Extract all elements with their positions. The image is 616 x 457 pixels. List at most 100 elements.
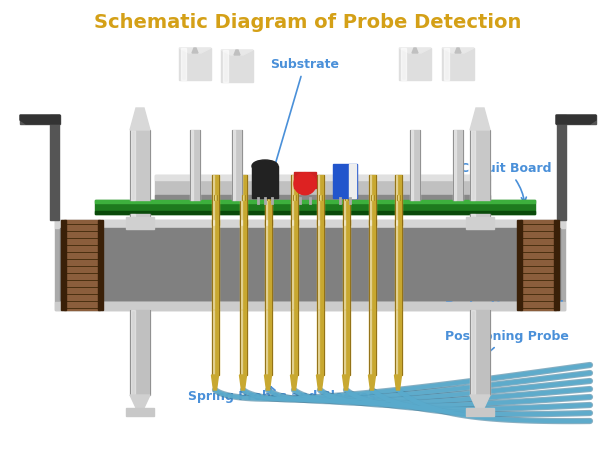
Bar (181, 48, 186, 80)
Bar (368, 175, 376, 225)
Bar (471, 310, 475, 395)
Bar (20, 115, 60, 124)
Polygon shape (211, 375, 219, 390)
Bar (318, 195, 322, 200)
Bar (342, 310, 349, 375)
Polygon shape (317, 375, 323, 390)
Polygon shape (412, 48, 418, 53)
Bar (95, 200, 535, 203)
Bar (264, 310, 272, 375)
Bar (155, 195, 490, 200)
Polygon shape (291, 375, 298, 390)
Bar (293, 195, 296, 200)
Text: Protection Board: Protection Board (445, 268, 564, 313)
Bar (466, 217, 494, 229)
Bar (130, 130, 150, 200)
Bar (240, 175, 246, 225)
Ellipse shape (294, 173, 316, 195)
Bar (55, 220, 565, 228)
Bar (471, 130, 475, 200)
Polygon shape (342, 375, 349, 390)
Bar (50, 115, 59, 220)
Bar (471, 214, 475, 225)
Bar (466, 408, 494, 416)
Bar (370, 310, 371, 375)
Bar (291, 175, 293, 225)
Bar (368, 220, 376, 310)
Bar (344, 195, 347, 200)
Bar (179, 48, 211, 80)
Bar (317, 220, 319, 310)
Bar (317, 175, 323, 225)
Bar (240, 310, 242, 375)
Bar (265, 310, 267, 375)
Bar (64, 220, 100, 310)
Bar (342, 220, 349, 310)
Bar (370, 195, 373, 200)
Bar (370, 220, 371, 310)
Polygon shape (470, 395, 490, 410)
Bar (557, 115, 566, 220)
Bar (520, 220, 556, 310)
Bar (252, 166, 278, 198)
Bar (395, 220, 397, 310)
Bar (213, 220, 214, 310)
Bar (126, 217, 154, 229)
Bar (95, 200, 535, 214)
Bar (368, 310, 376, 375)
Bar (241, 195, 245, 200)
Bar (233, 130, 235, 200)
Bar (317, 220, 323, 310)
Bar (131, 214, 135, 225)
Bar (454, 130, 456, 200)
Bar (401, 48, 406, 80)
Bar (130, 310, 150, 395)
Bar (394, 175, 402, 225)
Polygon shape (368, 375, 376, 390)
Bar (410, 130, 420, 200)
Polygon shape (130, 108, 150, 130)
Bar (317, 175, 319, 225)
Bar (265, 175, 267, 225)
Bar (155, 175, 490, 200)
Polygon shape (20, 115, 60, 124)
Bar (442, 48, 474, 80)
Bar (213, 175, 214, 225)
Bar (267, 195, 270, 200)
Bar (232, 130, 242, 200)
Bar (291, 220, 298, 310)
Bar (394, 310, 402, 375)
Bar (317, 310, 323, 375)
Bar (344, 220, 345, 310)
Bar (291, 175, 298, 225)
Bar (344, 175, 345, 225)
Bar (155, 175, 490, 180)
Bar (240, 310, 246, 375)
Bar (556, 115, 596, 124)
Bar (453, 130, 463, 200)
Bar (130, 214, 150, 225)
Bar (211, 175, 219, 225)
Bar (333, 164, 357, 198)
Bar (411, 130, 413, 200)
Bar (265, 220, 267, 310)
Bar (444, 48, 449, 80)
Bar (349, 164, 356, 198)
Bar (221, 50, 253, 82)
Bar (291, 220, 293, 310)
Bar (98, 220, 103, 310)
Polygon shape (179, 48, 211, 53)
Ellipse shape (252, 160, 278, 172)
Bar (213, 310, 214, 375)
Text: Positioning Probe: Positioning Probe (445, 330, 569, 357)
Bar (554, 220, 559, 310)
Bar (291, 310, 298, 375)
Polygon shape (240, 375, 246, 390)
Bar (342, 175, 349, 225)
Bar (95, 211, 535, 214)
Bar (61, 220, 66, 310)
Polygon shape (221, 50, 253, 55)
Polygon shape (394, 375, 402, 390)
Bar (240, 220, 242, 310)
Bar (294, 172, 316, 188)
